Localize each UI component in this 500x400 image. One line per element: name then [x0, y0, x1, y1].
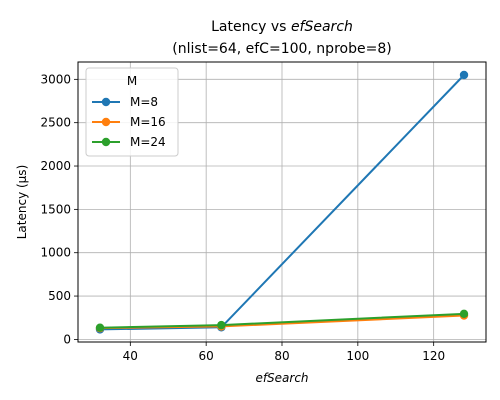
legend-marker — [101, 137, 111, 147]
y-tick-label: 2500 — [40, 116, 71, 130]
legend-box — [85, 67, 179, 157]
legend-title: M — [127, 74, 137, 88]
legend-marker — [101, 97, 111, 107]
x-tick-label: 80 — [274, 349, 289, 363]
x-tick-label: 100 — [346, 349, 369, 363]
x-axis-label: efSearch — [255, 371, 308, 385]
chart-title-line2: (nlist=64, efC=100, nprobe=8) — [172, 41, 391, 57]
legend-label: M=24 — [130, 135, 166, 149]
y-tick-label: 0 — [63, 332, 71, 346]
legend-label: M=8 — [130, 95, 158, 109]
series-group — [95, 70, 469, 334]
x-tick-label: 60 — [199, 349, 214, 363]
y-tick-label: 1500 — [40, 202, 71, 216]
legend-item: M=8 — [92, 95, 158, 109]
legend-marker — [101, 117, 111, 127]
y-tick-label: 500 — [48, 289, 71, 303]
legend-item: M=24 — [92, 135, 166, 149]
x-tick-label: 40 — [123, 349, 138, 363]
legend-item: M=16 — [92, 115, 166, 129]
x-tick-label: 120 — [422, 349, 445, 363]
legend-label: M=16 — [130, 115, 166, 129]
legend: M M=8 M=16 M=24 — [85, 67, 179, 157]
y-tick-label: 1000 — [40, 246, 71, 260]
axis-ticks: 40 60 80 100 120 0 500 1000 1500 2000 2500 3000 — [40, 72, 445, 363]
data-point — [217, 320, 226, 330]
series-m-24 — [95, 309, 469, 332]
y-tick-label: 3000 — [40, 72, 71, 86]
data-point — [459, 70, 469, 80]
y-tick-label: 2000 — [40, 159, 71, 173]
chart-title-line1: Latency vs efSearch — [211, 19, 353, 35]
y-axis-label: Latency (µs) — [15, 165, 29, 240]
data-point — [95, 323, 105, 332]
data-point — [459, 309, 469, 319]
